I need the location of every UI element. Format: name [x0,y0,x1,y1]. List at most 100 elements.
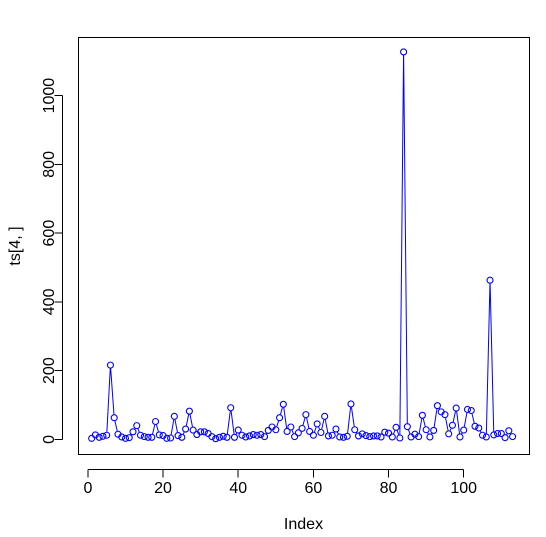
series-line-segment [321,419,325,430]
series-line-segment [427,432,429,435]
series-line-segment [324,419,329,433]
data-point [373,432,381,440]
data-point [366,433,374,441]
data-point [99,432,107,440]
series-line-segment [189,414,193,427]
data-point [182,425,190,433]
data-point [283,427,291,436]
data-point [354,432,363,440]
series-line-segment [336,431,339,435]
series-line-segment [291,429,294,434]
series-line-segment [479,430,482,433]
data-point [118,433,126,441]
series-line-segment [114,420,118,432]
x-axis-tick-label: 0 [83,480,92,497]
data-point [151,417,160,426]
data-point [328,431,336,439]
data-point [249,431,257,439]
data-point [208,433,216,441]
data-point [426,433,434,441]
data-point [276,414,284,422]
data-point [264,426,272,434]
y-axis-tick-label: 400 [41,288,58,315]
series-line-segment [449,428,452,431]
y-axis-title: ts[4, ] [7,226,24,265]
data-point [478,431,487,439]
data-point [445,430,453,438]
data-point [321,412,329,420]
data-point [467,406,475,415]
data-point [242,433,250,441]
data-point [279,400,287,408]
data-point [167,434,175,442]
data-point [369,432,378,440]
series-line-segment [347,407,352,433]
data-point [174,432,182,440]
data-point [106,361,114,369]
data-point [197,428,205,436]
data-point [227,404,235,412]
plot-frame [78,37,530,455]
series-line-segment [302,417,306,426]
y-axis-tick-label: 600 [41,220,58,247]
series-line-segment [463,412,468,427]
series-line-segment [106,368,111,432]
series-line-segment [471,413,475,424]
data-point [223,433,231,441]
data-point [490,431,498,439]
data-point [88,434,96,442]
series-line-segment [418,418,423,434]
data-point [494,429,502,438]
data-point [441,411,449,419]
series-line-segment [452,411,456,423]
data-point [170,412,178,420]
data-point [456,433,464,441]
data-point [272,426,280,434]
data-point [110,414,118,422]
data-point [215,433,223,441]
data-point [396,434,404,442]
data-point [452,404,460,412]
series-line-segment [235,432,238,435]
y-axis-tick-label: 200 [41,357,58,384]
series-line-segment [318,426,321,430]
data-point [471,422,479,430]
data-point [362,432,370,440]
series-line-segment [185,414,190,426]
data-point [505,427,513,435]
data-point [430,426,438,434]
data-point [377,433,385,441]
data-point [163,434,171,442]
data-point [121,434,130,442]
y-axis-tick-label: 0 [41,435,58,444]
data-point [306,427,314,436]
series-line-segment [280,407,283,415]
data-point [385,429,393,437]
series-line-segment [350,407,355,427]
data-point [324,432,332,440]
data-point [501,434,509,442]
series-line-segment [230,411,235,435]
data-point [178,433,186,441]
series-line-segment [283,407,288,429]
data-point [291,433,299,441]
data-point [351,426,359,434]
x-axis-tick-label: 20 [154,480,172,497]
series-line-segment [313,426,317,433]
series-line-segment [226,411,231,435]
series-line-segment [445,417,449,431]
data-point [460,426,468,434]
series-line-segment [152,424,156,435]
data-point [317,428,325,437]
series-layer [88,48,517,443]
data-point [234,426,242,434]
series-line-segment [276,420,280,427]
x-axis-title: Index [284,516,323,533]
y-axis-tick-label: 1000 [41,78,58,114]
series-line-segment [182,431,185,435]
series-line-segment [306,417,310,429]
data-point [415,433,423,441]
data-point [144,433,152,441]
